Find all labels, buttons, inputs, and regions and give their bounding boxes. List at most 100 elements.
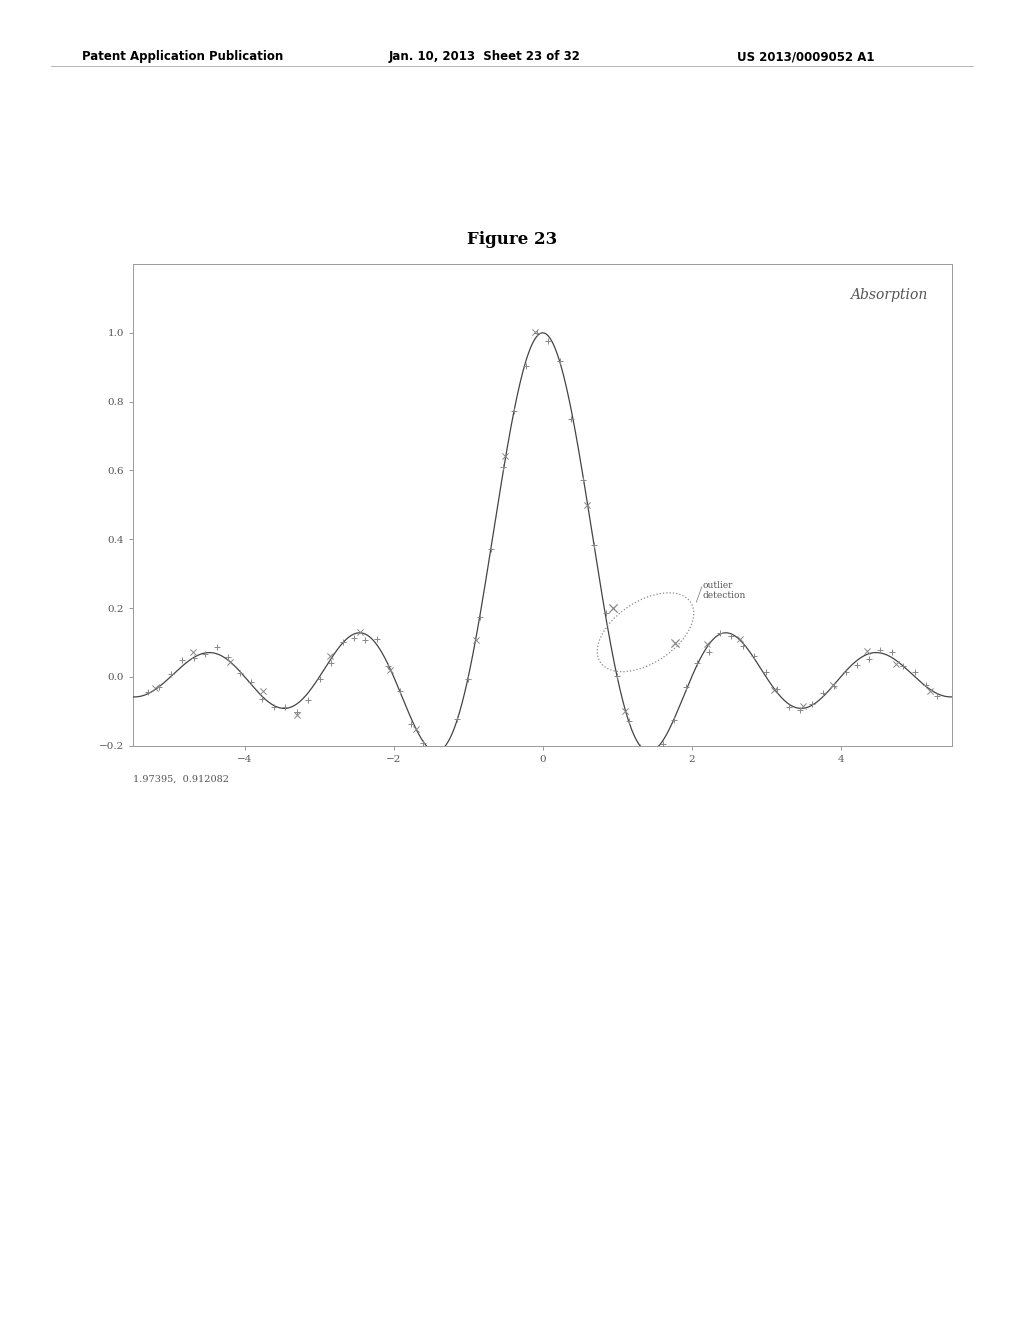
Point (849, 655, 865, 676)
Point (678, 676, 694, 697)
Point (528, 322, 545, 343)
Text: US 2013/0009052 A1: US 2013/0009052 A1 (737, 50, 874, 63)
Point (769, 678, 785, 700)
Point (357, 630, 374, 651)
Point (616, 701, 633, 722)
Text: Jan. 10, 2013  Sheet 23 of 32: Jan. 10, 2013 Sheet 23 of 32 (389, 50, 581, 63)
Point (746, 645, 763, 667)
Point (185, 648, 202, 669)
Point (918, 675, 934, 696)
Text: outlier
detection: outlier detection (702, 581, 746, 601)
Point (527, 322, 544, 343)
Point (712, 622, 728, 643)
Point (929, 686, 945, 708)
Point (643, 747, 659, 768)
Point (621, 710, 637, 731)
Point (209, 636, 225, 657)
Point (654, 733, 671, 754)
Point (646, 742, 663, 763)
Point (231, 663, 248, 684)
Point (352, 622, 369, 643)
Point (825, 675, 842, 696)
Point (858, 640, 874, 661)
Point (334, 631, 350, 652)
Point (254, 688, 270, 709)
Point (449, 709, 465, 730)
Point (147, 677, 164, 698)
Text: Figure 23: Figure 23 (467, 231, 557, 248)
Point (369, 628, 385, 649)
Point (666, 710, 682, 731)
Point (765, 680, 781, 701)
Point (468, 630, 484, 651)
Point (243, 672, 259, 693)
Point (346, 627, 362, 648)
Point (255, 681, 271, 702)
Point (796, 696, 812, 717)
Point (700, 642, 717, 663)
Point (220, 647, 237, 668)
Point (437, 741, 454, 762)
Point (506, 400, 522, 421)
Point (605, 598, 622, 619)
Point (580, 495, 596, 516)
Point (872, 639, 889, 660)
Point (222, 651, 239, 672)
Point (888, 653, 904, 675)
Point (472, 607, 488, 628)
Point (152, 676, 168, 697)
Point (826, 676, 843, 697)
Point (922, 680, 938, 701)
Point (586, 535, 602, 556)
Point (403, 714, 420, 735)
Point (517, 356, 534, 378)
Point (632, 737, 648, 758)
Point (906, 661, 923, 682)
Point (174, 649, 190, 671)
Point (140, 681, 157, 702)
Point (689, 653, 706, 675)
Point (574, 470, 591, 491)
Point (758, 661, 774, 682)
Point (278, 697, 294, 718)
Point (552, 351, 568, 372)
Point (895, 656, 911, 677)
Point (815, 682, 831, 704)
Point (197, 643, 213, 664)
Point (723, 626, 739, 647)
Text: Absorption: Absorption (851, 288, 928, 302)
Point (382, 659, 398, 680)
Point (323, 652, 339, 673)
Point (300, 689, 316, 710)
Point (563, 408, 580, 429)
Text: Patent Application Publication: Patent Application Publication (82, 50, 284, 63)
Point (437, 743, 454, 764)
Point (460, 668, 476, 689)
Point (289, 701, 305, 722)
Point (860, 648, 877, 669)
Point (415, 733, 431, 754)
Point (735, 635, 752, 656)
Point (780, 697, 797, 718)
Point (184, 642, 201, 663)
Point (380, 655, 396, 676)
Point (667, 632, 683, 653)
Point (265, 697, 282, 718)
Point (884, 642, 900, 663)
Text: 1.97395,  0.912082: 1.97395, 0.912082 (133, 775, 229, 784)
Point (597, 603, 613, 624)
Point (838, 661, 854, 682)
Point (609, 665, 626, 686)
Point (163, 663, 179, 684)
Point (698, 634, 715, 655)
Point (311, 668, 328, 689)
Point (323, 645, 339, 667)
Point (541, 330, 557, 351)
Point (391, 680, 408, 701)
Point (408, 718, 424, 739)
Point (426, 741, 442, 762)
Point (289, 704, 305, 725)
Point (804, 693, 820, 714)
Point (732, 628, 749, 649)
Point (498, 446, 514, 467)
